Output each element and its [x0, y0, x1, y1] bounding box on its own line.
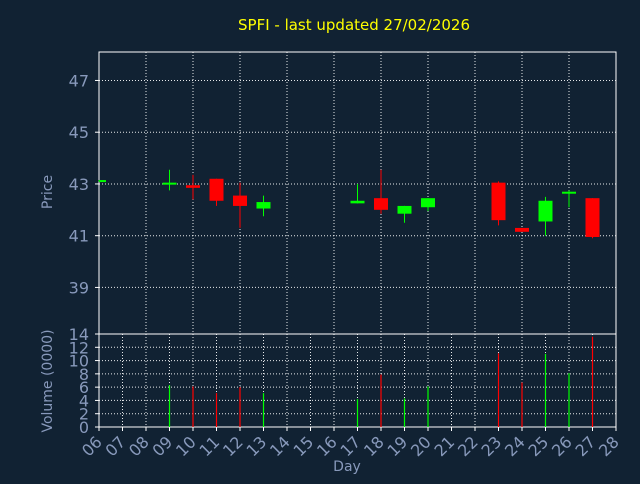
volume-tick-label: 2 [79, 405, 89, 424]
volume-axis-label: Volume (0000) [40, 329, 56, 432]
volume-tick-label: 8 [79, 365, 89, 384]
candle-body [233, 195, 247, 206]
candle-body [421, 198, 435, 208]
volume-tick-label: 12 [69, 338, 89, 357]
price-tick-label: 39 [69, 278, 89, 297]
candle-body [162, 182, 177, 185]
price-tick-label: 43 [69, 175, 89, 194]
x-tick-label: 28 [595, 432, 623, 460]
candle-body [256, 202, 271, 209]
chart-title: SPFI - last updated 27/02/2026 [238, 16, 470, 34]
volume-tick-label: 10 [69, 352, 89, 371]
volume-tick-label: 6 [79, 378, 89, 397]
price-tick-label: 45 [69, 123, 89, 142]
candle-body [209, 178, 224, 201]
candle-body [585, 198, 600, 237]
candle-body [491, 182, 506, 221]
candle-body [99, 180, 106, 183]
price-tick-label: 41 [69, 227, 89, 246]
candle-body [397, 205, 412, 214]
x-axis-label: Day [333, 459, 361, 475]
candle-body [374, 198, 388, 210]
candle-body [538, 200, 553, 222]
volume-tick-label: 4 [79, 391, 89, 410]
volume-tick-label: 14 [69, 325, 89, 344]
volume-tick-label: 0 [79, 418, 89, 437]
price-axis-label: Price [40, 175, 56, 209]
price-tick-label: 47 [69, 71, 89, 90]
candle-body [350, 200, 365, 204]
candle-body [186, 185, 200, 188]
candle-body [515, 227, 529, 232]
candle-body [562, 191, 576, 194]
